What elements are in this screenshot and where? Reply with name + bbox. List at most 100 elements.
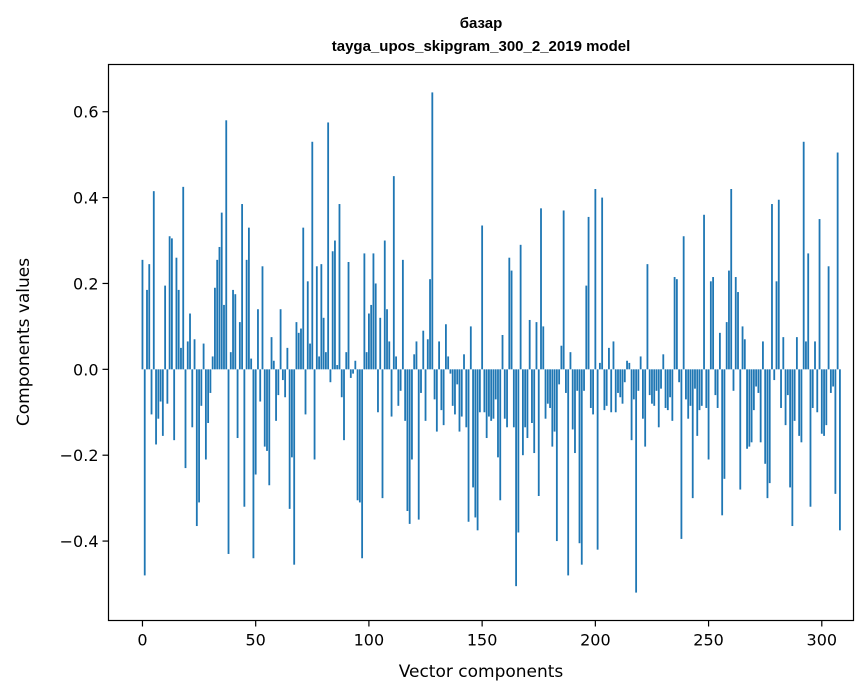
bar	[383, 240, 386, 370]
bar	[488, 369, 490, 417]
bar	[166, 369, 169, 404]
bar	[560, 345, 563, 370]
bar	[657, 369, 660, 428]
bar	[583, 369, 585, 391]
bar	[336, 365, 339, 370]
bar	[553, 369, 556, 432]
bar	[465, 369, 468, 428]
bar	[678, 369, 681, 383]
bar	[703, 214, 705, 370]
bar	[762, 341, 764, 370]
bar	[252, 369, 255, 559]
bar-series	[141, 92, 841, 593]
bar	[388, 341, 391, 370]
bar	[558, 369, 561, 385]
bar	[691, 369, 694, 499]
bar	[540, 208, 542, 370]
bar	[712, 277, 715, 370]
y-tick-label: −0.4	[60, 532, 99, 551]
x-tick-label: 200	[580, 631, 611, 650]
bar	[374, 283, 377, 370]
bar	[503, 369, 506, 419]
bar	[512, 369, 515, 428]
bar	[361, 369, 364, 559]
bar	[492, 369, 495, 419]
bar	[202, 343, 205, 370]
bar	[814, 341, 816, 370]
bar	[182, 186, 185, 370]
bar	[157, 369, 160, 419]
bar	[780, 369, 782, 408]
bar	[474, 369, 477, 518]
bar	[535, 322, 538, 370]
bar	[431, 92, 434, 370]
bar	[220, 212, 223, 370]
bar	[356, 369, 359, 501]
x-tick-label: 300	[807, 631, 838, 650]
bar	[578, 369, 581, 544]
bar	[216, 259, 219, 370]
bar	[401, 259, 404, 370]
bar	[718, 332, 721, 370]
bar	[395, 356, 397, 370]
bar	[250, 358, 253, 370]
bar	[605, 369, 608, 406]
bar	[612, 341, 615, 370]
bar	[238, 322, 241, 370]
bar	[626, 360, 628, 370]
bar	[666, 369, 669, 411]
bar	[266, 369, 268, 451]
y-tick-label: −0.2	[60, 446, 99, 465]
bar	[349, 369, 352, 378]
bar	[820, 369, 823, 434]
bar	[614, 369, 617, 413]
bar	[569, 352, 572, 370]
bar	[232, 289, 234, 370]
bar	[694, 369, 696, 389]
bar	[832, 369, 835, 387]
bar	[565, 369, 567, 393]
bar	[596, 369, 599, 550]
bar	[334, 240, 336, 370]
bar	[198, 369, 200, 503]
bar	[433, 369, 436, 400]
bar	[354, 360, 357, 370]
bar	[827, 266, 830, 370]
bar	[236, 369, 239, 439]
bar	[406, 369, 409, 512]
bar	[483, 369, 486, 413]
bar	[413, 354, 416, 370]
bar	[469, 326, 472, 370]
bar	[610, 369, 613, 413]
bar	[141, 259, 144, 370]
bar	[399, 369, 402, 391]
bar	[223, 304, 225, 370]
bar	[257, 309, 259, 370]
bar	[381, 369, 384, 499]
x-tick-label: 250	[693, 631, 724, 650]
bar	[524, 369, 527, 428]
bar	[302, 227, 305, 370]
bar	[297, 332, 300, 370]
x-tick-label: 0	[137, 631, 147, 650]
bar	[379, 317, 382, 370]
bar	[408, 369, 411, 524]
bar	[642, 369, 644, 419]
bar	[358, 369, 361, 503]
bar	[281, 369, 284, 381]
bar	[646, 264, 649, 370]
bar	[497, 369, 499, 458]
bar	[737, 292, 739, 370]
bar	[544, 369, 547, 419]
bar	[184, 369, 187, 469]
bar	[340, 369, 343, 398]
bar	[748, 369, 751, 447]
bar	[429, 279, 431, 370]
bar	[180, 347, 182, 370]
bar	[309, 343, 311, 370]
bar	[716, 369, 719, 408]
bar	[571, 369, 574, 430]
bar	[592, 369, 594, 415]
bar	[397, 369, 400, 406]
bar	[442, 369, 445, 426]
